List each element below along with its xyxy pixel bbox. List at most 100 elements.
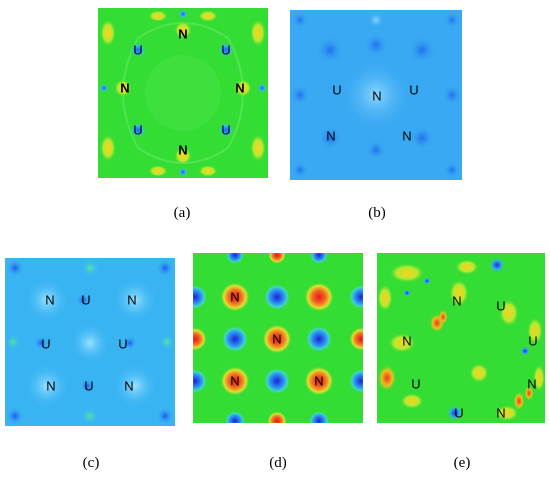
atom-label: N bbox=[527, 377, 536, 392]
density-lobe bbox=[250, 19, 266, 47]
atom-label: N bbox=[496, 406, 505, 421]
density-lobe bbox=[455, 259, 479, 275]
panel-e-map: N U N U U N U N bbox=[377, 253, 545, 423]
density-lobe bbox=[349, 327, 363, 351]
density-lobe bbox=[400, 393, 424, 409]
density-lobe bbox=[292, 162, 308, 178]
density-lobe bbox=[527, 317, 543, 345]
density-lobe bbox=[220, 282, 250, 312]
caption-b: (b) bbox=[368, 205, 386, 221]
density-lobe bbox=[222, 326, 248, 352]
atom-label: N bbox=[452, 294, 461, 309]
density-lobe bbox=[174, 21, 192, 39]
density-lobe bbox=[524, 385, 534, 401]
atom-label: N bbox=[178, 27, 187, 42]
atom-label: U bbox=[411, 377, 420, 392]
atom-label: U bbox=[496, 299, 505, 314]
density-lobe bbox=[6, 259, 24, 277]
density-lobe bbox=[489, 257, 505, 273]
density-lobe bbox=[25, 364, 69, 408]
atom-label: N bbox=[46, 379, 55, 394]
atom-label: N bbox=[314, 374, 323, 389]
atom-label: U bbox=[332, 83, 341, 98]
density-lobe bbox=[100, 134, 116, 162]
atom-label: N bbox=[124, 379, 133, 394]
density-lobe bbox=[304, 282, 334, 312]
atom-label: U bbox=[133, 123, 142, 138]
density-lobe bbox=[123, 336, 137, 350]
density-lobe bbox=[81, 407, 99, 425]
density-lobe bbox=[130, 42, 146, 58]
density-lobe bbox=[318, 126, 342, 150]
density-lobe bbox=[410, 126, 434, 150]
density-lobe bbox=[389, 263, 425, 283]
density-lobe bbox=[306, 326, 332, 352]
density-lobe bbox=[368, 12, 384, 28]
density-lobe bbox=[148, 10, 168, 22]
density-lobe bbox=[316, 36, 344, 64]
atom-label: U bbox=[454, 406, 463, 421]
atom-label: N bbox=[326, 129, 335, 144]
panel-b-map: U N U N N bbox=[290, 10, 462, 180]
density-lobe bbox=[533, 364, 545, 392]
panel-c-map: N U N U U N U N bbox=[5, 258, 175, 426]
density-lobe bbox=[5, 334, 21, 350]
density-lobe bbox=[264, 368, 290, 394]
atom-label: N bbox=[230, 290, 239, 305]
density-lobe bbox=[156, 259, 174, 277]
atom-label: U bbox=[409, 83, 418, 98]
density-lobe bbox=[174, 147, 192, 165]
density-lobe bbox=[81, 259, 99, 277]
caption-e: (e) bbox=[453, 455, 471, 471]
density-lobe bbox=[349, 369, 363, 393]
density-lobe bbox=[198, 165, 218, 177]
panel-b: U N U N N bbox=[290, 10, 462, 180]
panel-d-map: N N N N bbox=[193, 253, 363, 423]
caption-c: (c) bbox=[82, 455, 100, 471]
density-lobe bbox=[349, 285, 363, 309]
density-lobe bbox=[80, 379, 94, 393]
density-lobe bbox=[234, 79, 252, 97]
density-lobe bbox=[114, 79, 132, 97]
density-lobe bbox=[70, 323, 110, 363]
atom-label: N bbox=[372, 89, 381, 104]
density-lobe bbox=[364, 33, 388, 57]
density-lobe bbox=[193, 369, 207, 393]
density-lobe bbox=[264, 284, 290, 310]
density-lobe bbox=[469, 363, 489, 383]
density-lobe bbox=[193, 327, 207, 351]
density-lobe bbox=[178, 9, 188, 19]
atom-label: N bbox=[402, 129, 411, 144]
density-lobe bbox=[366, 140, 386, 160]
panel-a: N U U N N U U N bbox=[98, 8, 268, 178]
density-lobe bbox=[220, 366, 250, 396]
panel-d: N N N N bbox=[193, 253, 363, 423]
density-lobe bbox=[423, 277, 431, 285]
density-lobe bbox=[113, 364, 157, 408]
density-lobe bbox=[148, 165, 168, 177]
density-lobe bbox=[444, 12, 460, 28]
density-lobe bbox=[520, 346, 530, 356]
caption-a: (a) bbox=[173, 205, 191, 221]
atom-label: N bbox=[402, 334, 411, 349]
atom-label: U bbox=[221, 43, 230, 58]
density-lobe bbox=[99, 83, 109, 93]
density-lobe bbox=[388, 333, 416, 353]
atom-label: N bbox=[272, 332, 281, 347]
atom-label: U bbox=[133, 43, 142, 58]
density-lobe bbox=[377, 284, 393, 312]
density-lobe bbox=[444, 162, 460, 178]
panel-a-map: N U U N N U U N bbox=[98, 8, 268, 178]
density-lobe bbox=[156, 407, 174, 425]
density-lobe bbox=[159, 334, 175, 350]
atom-label: U bbox=[221, 123, 230, 138]
density-lobe bbox=[25, 278, 69, 322]
density-lobe bbox=[377, 364, 397, 392]
atom-label: U bbox=[41, 337, 50, 352]
density-lobe bbox=[250, 134, 266, 162]
density-lobe bbox=[403, 289, 411, 297]
caption-d: (d) bbox=[269, 455, 287, 471]
density-lobe bbox=[408, 36, 436, 64]
density-lobe bbox=[304, 366, 334, 396]
density-lobe bbox=[178, 167, 188, 177]
